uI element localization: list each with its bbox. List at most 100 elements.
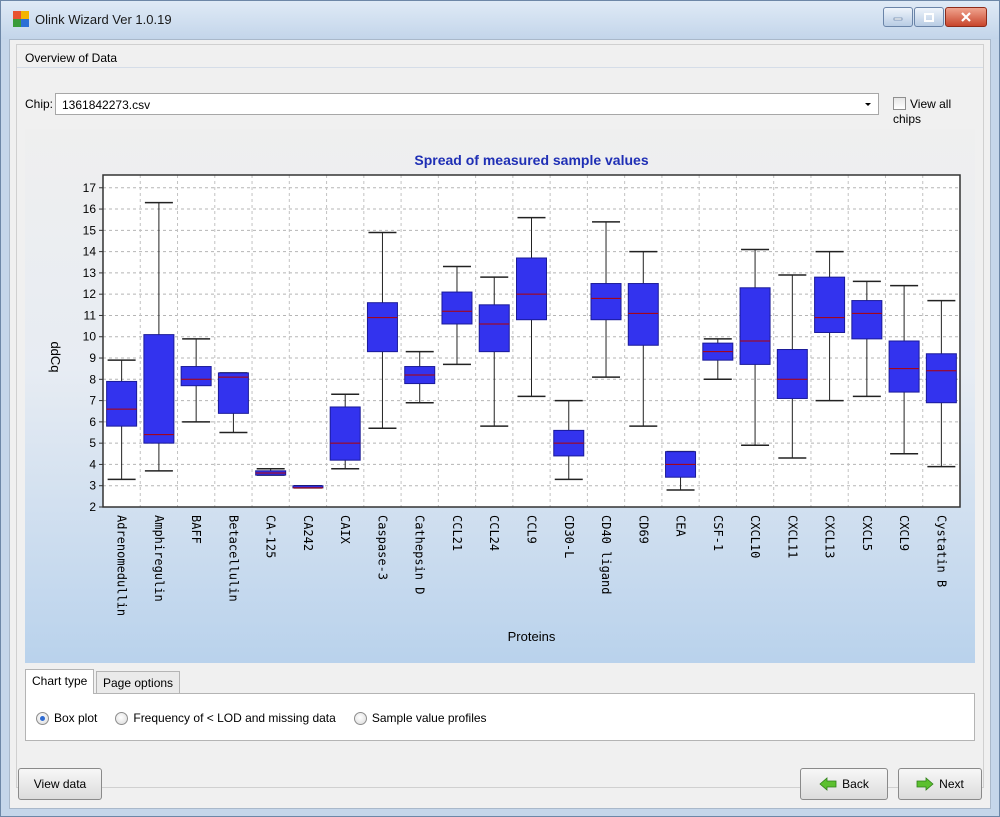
y-tick-label: 9 (89, 351, 96, 365)
next-label: Next (939, 777, 964, 791)
box (143, 334, 175, 444)
radio-label: Sample value profiles (371, 711, 487, 725)
group-divider (17, 67, 983, 68)
y-tick-label: 15 (83, 223, 97, 237)
box (590, 283, 622, 321)
arrow-left-icon (819, 777, 837, 791)
chip-dropdown[interactable]: 1361842273.csv (55, 93, 879, 115)
arrow-right-icon (916, 777, 934, 791)
x-tick-label: CA-125 (264, 515, 278, 558)
y-tick-label: 5 (89, 436, 96, 450)
client-area: Overview of Data Chip: 1361842273.csv Vi… (9, 39, 991, 809)
x-tick-label: Betacellulin (226, 515, 240, 602)
plot-frame (102, 174, 961, 508)
chevron-down-icon (865, 103, 871, 106)
y-tick-label: 14 (83, 245, 97, 259)
view-data-button[interactable]: View data (18, 768, 102, 800)
overview-group: Overview of Data Chip: 1361842273.csv Vi… (16, 44, 984, 788)
minimize-icon (893, 17, 903, 21)
x-tick-label: Adrenomedullin (115, 515, 129, 616)
box (329, 406, 361, 461)
tab-page-options[interactable]: Page options (96, 671, 181, 693)
x-tick-label: CA242 (301, 515, 315, 551)
box (851, 300, 883, 340)
y-tick-label: 10 (83, 330, 97, 344)
radio-sample-value-profiles[interactable]: Sample value profiles (353, 711, 487, 725)
y-tick-label: 4 (89, 457, 96, 471)
x-tick-label: CD40 ligand (599, 515, 613, 594)
radio-box-plot[interactable]: Box plot (36, 711, 97, 725)
y-tick-label: 3 (89, 479, 96, 493)
minimize-button[interactable] (883, 7, 913, 27)
chip-label: Chip: (25, 97, 54, 111)
box (627, 283, 659, 346)
next-button[interactable]: Next (898, 768, 982, 800)
box (106, 380, 138, 427)
x-tick-label: BAFF (189, 515, 203, 544)
tab-chart-type[interactable]: Chart type (25, 669, 95, 694)
x-tick-label: CAIX (338, 515, 352, 545)
y-tick-label: 6 (89, 415, 96, 429)
chip-dropdown-value: 1361842273.csv (62, 98, 151, 112)
y-tick-label: 8 (89, 372, 96, 386)
y-tick-label: 12 (83, 287, 97, 301)
window-title: Olink Wizard Ver 1.0.19 (35, 12, 172, 27)
y-tick-label: 17 (83, 181, 97, 195)
chart-area: 2 3 4 5 6 7 8 9 10 11 12 13 14 15 16 17 Adrenomedullin Am… (25, 129, 975, 663)
options-tabs: Chart type Page options Box plot Frequen… (25, 669, 975, 741)
box-plot-chart: 2 3 4 5 6 7 8 9 10 11 12 13 14 15 16 17 Adrenomedullin Am… (48, 152, 961, 644)
chip-row: Chip: 1361842273.csv View all chips (25, 93, 975, 126)
x-tick-label: CXCL10 (748, 515, 762, 558)
x-tick-label: Caspase-3 (375, 515, 389, 580)
x-tick-label: CEA (674, 515, 688, 537)
back-button[interactable]: Back (800, 768, 888, 800)
box (776, 349, 808, 399)
box (180, 366, 212, 387)
x-tick-label: Cathepsin D (413, 515, 427, 594)
box (814, 276, 846, 333)
x-tick-label: CD69 (636, 515, 650, 544)
box (516, 257, 547, 321)
x-tick-label: CCL21 (450, 515, 464, 551)
radio-frequency-lod[interactable]: Frequency of < LOD and missing data (115, 711, 336, 725)
view-all-chips-toggle[interactable]: View all chips (893, 96, 975, 126)
x-tick-label: CXCL13 (823, 515, 837, 558)
box (478, 304, 510, 353)
x-axis-label: Proteins (508, 629, 556, 644)
y-tick-label: 7 (89, 394, 96, 408)
y-axis-label: ddCq (48, 341, 63, 372)
radio-label: Box plot (54, 711, 98, 725)
maximize-icon (924, 12, 934, 22)
title-bar[interactable]: Olink Wizard Ver 1.0.19 (1, 1, 999, 39)
x-tick-label: Amphiregulin (152, 515, 166, 602)
box (888, 340, 920, 393)
y-tick-label: 13 (83, 266, 97, 280)
chart-type-panel: Box plot Frequency of < LOD and missing … (25, 693, 975, 741)
radio-button[interactable] (36, 711, 49, 725)
y-tick-label: 2 (89, 500, 96, 514)
view-all-chips-checkbox[interactable] (893, 97, 906, 111)
close-button[interactable] (945, 7, 987, 27)
x-tick-label: CCL9 (525, 515, 539, 544)
x-tick-label: CD30-L (562, 515, 576, 558)
radio-button[interactable] (115, 711, 129, 725)
box (925, 353, 957, 404)
box (441, 291, 473, 325)
view-all-chips-label: View all chips (893, 96, 952, 126)
y-tick-label: 11 (84, 308, 97, 322)
box (217, 372, 249, 414)
x-tick-label: CXCL11 (785, 515, 799, 558)
radio-button[interactable] (353, 711, 367, 725)
x-tick-label: CXCL5 (860, 515, 874, 551)
y-tick-label: 16 (83, 202, 97, 216)
chart-title: Spread of measured sample values (414, 152, 648, 168)
radio-label: Frequency of < LOD and missing data (133, 711, 336, 725)
back-label: Back (842, 777, 869, 791)
x-tick-label: CXCL9 (897, 515, 911, 551)
close-icon (961, 12, 971, 22)
box (366, 302, 398, 353)
x-tick-label: CSF-1 (711, 515, 725, 551)
box (739, 287, 771, 365)
maximize-button[interactable] (914, 7, 944, 27)
